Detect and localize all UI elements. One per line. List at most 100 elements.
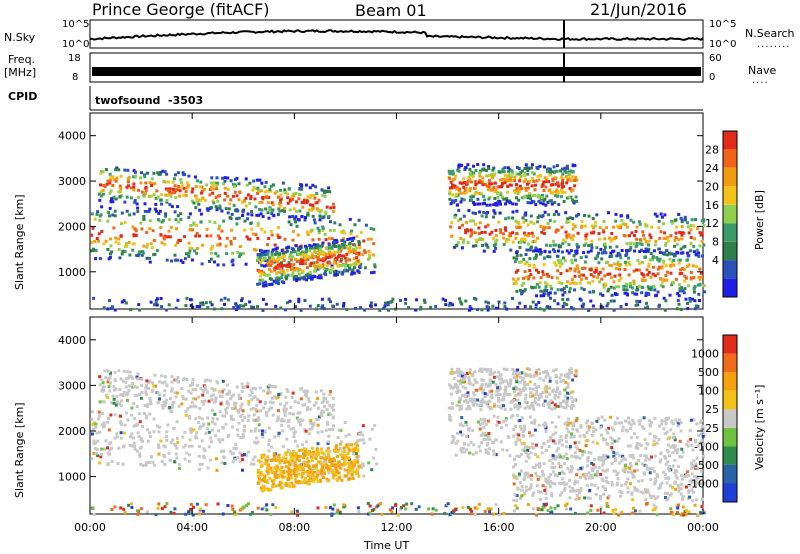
velocity-echo-cell xyxy=(340,462,344,466)
velocity-echo-cell xyxy=(698,442,702,446)
velocity-echo-cell xyxy=(668,484,672,488)
velocity-echo-cell xyxy=(567,373,571,377)
power-echo-cell xyxy=(680,220,684,224)
power-echo-cell xyxy=(132,212,136,216)
power-echo-cell xyxy=(179,218,183,221)
power-echo-cell xyxy=(455,203,459,207)
velocity-echo-cell xyxy=(156,401,160,405)
velocity-echo-cell xyxy=(184,443,188,447)
velocity-echo-cell xyxy=(277,431,281,435)
velocity-echo-cell xyxy=(578,449,582,452)
power-echo-cell xyxy=(342,254,346,258)
power-echo-cell xyxy=(280,255,284,259)
power-echo-cell xyxy=(145,245,149,249)
power-echo-cell xyxy=(155,209,158,213)
power-echo-cell xyxy=(651,272,655,276)
velocity-echo-cell xyxy=(671,422,675,426)
power-echo-cell xyxy=(326,261,330,265)
velocity-echo-cell xyxy=(537,384,541,388)
velocity-echo-cell xyxy=(236,428,239,432)
power-echo-cell xyxy=(668,257,672,261)
power-echo-cell xyxy=(678,289,682,293)
velocity-echo-cell xyxy=(328,467,332,471)
velocity-echo-cell xyxy=(107,428,111,432)
power-echo-cell xyxy=(530,231,534,235)
velocity-echo-cell xyxy=(465,372,469,375)
power-echo-cell xyxy=(548,305,552,309)
velocity-echo-cell xyxy=(203,449,207,453)
velocity-echo-cell xyxy=(209,436,213,440)
velocity-echo-cell xyxy=(558,453,562,457)
power-echo-cell xyxy=(238,190,242,194)
power-echo-cell xyxy=(168,235,172,239)
velocity-echo-cell xyxy=(357,474,361,478)
power-echo-cell xyxy=(492,209,496,213)
velocity-echo-cell xyxy=(328,392,332,396)
velocity-echo-cell xyxy=(322,392,326,396)
power-echo-cell xyxy=(687,231,691,235)
power-echo-cell xyxy=(188,212,192,216)
power-echo-cell xyxy=(255,178,259,182)
power-echo-cell xyxy=(199,180,203,184)
velocity-echo-cell xyxy=(338,466,342,470)
velocity-echo-cell xyxy=(618,461,622,465)
velocity-echo-cell xyxy=(517,405,521,409)
power-echo-cell xyxy=(683,244,687,248)
power-echo-cell xyxy=(277,226,280,229)
power-echo-cell xyxy=(461,240,465,244)
velocity-echo-cell xyxy=(489,395,493,399)
power-echo-cell xyxy=(117,247,121,251)
velocity-echo-cell xyxy=(572,421,576,425)
velocity-echo-cell xyxy=(320,456,324,460)
velocity-echo-cell xyxy=(554,431,558,435)
power-echo-cell xyxy=(526,201,530,205)
velocity-echo-cell xyxy=(145,379,149,383)
velocity-echo-cell xyxy=(509,415,513,419)
power-echo-cell xyxy=(112,195,116,199)
velocity-echo-cell xyxy=(337,428,341,432)
power-echo-cell xyxy=(451,193,455,197)
velocity-echo-cell xyxy=(328,428,331,432)
velocity-echo-cell xyxy=(519,391,523,394)
velocity-echo-cell xyxy=(327,467,331,471)
velocity-echo-cell xyxy=(541,423,545,427)
velocity-echo-cell xyxy=(332,408,336,412)
power-echo-cell xyxy=(452,172,455,176)
power-echo-cell xyxy=(559,259,563,263)
power-echo-cell xyxy=(273,243,277,247)
power-echo-cell xyxy=(187,251,191,255)
velocity-echo-cell xyxy=(590,421,594,425)
velocity-echo-cell xyxy=(673,459,677,463)
velocity-echo-cell xyxy=(450,402,454,405)
velocity-echo-cell xyxy=(630,436,634,440)
power-echo-cell xyxy=(189,298,192,302)
power-echo-cell xyxy=(422,298,426,302)
power-echo-cell xyxy=(295,224,299,228)
power-echo-cell xyxy=(511,210,515,214)
power-echo-cell xyxy=(560,282,564,286)
velocity-echo-cell xyxy=(136,431,140,435)
power-echo-cell xyxy=(275,260,279,264)
velocity-echo-cell xyxy=(314,456,318,460)
power-echo-cell xyxy=(173,184,177,188)
velocity-echo-cell xyxy=(225,400,229,404)
nave-label: Nave xyxy=(748,64,777,77)
power-echo-cell xyxy=(531,240,535,244)
power-echo-cell xyxy=(363,266,367,270)
velocity-echo-cell xyxy=(487,384,491,388)
velocity-echo-cell xyxy=(534,453,538,456)
velocity-echo-cell xyxy=(291,391,295,395)
power-echo-cell xyxy=(106,219,110,223)
velocity-echo-cell xyxy=(106,420,110,424)
velocity-echo-cell xyxy=(126,418,130,422)
power-echo-cell xyxy=(657,247,661,251)
velocity-echo-cell xyxy=(483,438,487,441)
power-echo-cell xyxy=(278,204,282,208)
velocity-echo-cell xyxy=(156,391,160,395)
power-echo-cell xyxy=(549,170,552,174)
velocity-echo-cell xyxy=(558,392,562,395)
power-echo-cell xyxy=(90,212,94,216)
velocity-echo-cell xyxy=(515,380,519,384)
velocity-echo-cell xyxy=(664,416,668,420)
power-echo-cell xyxy=(316,226,320,230)
